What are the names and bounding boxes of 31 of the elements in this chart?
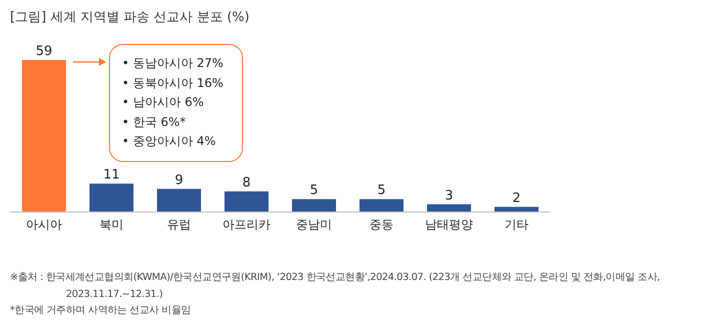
x-tick-label: 북미 [99,218,124,232]
data-label: 9 [174,172,184,188]
data-label: 5 [310,183,318,198]
x-tick-label: 아시아 [26,218,62,232]
bar [427,204,471,212]
annotation: • 중앙아시아 4% [122,133,217,150]
data-label: 3 [444,188,454,204]
bar [224,191,268,212]
x-tick-label: 중동 [369,218,394,232]
bar [360,199,404,212]
data-label: 59 [36,44,52,59]
data-label: 8 [242,175,251,190]
x-tick-label: 남태평양 [424,218,473,232]
annotation: • 동북아시아 16% [122,74,224,92]
annotation: • 남아시아 6% [122,94,205,111]
bar [292,199,336,212]
x-tick-label: 기타 [504,218,528,232]
bar [157,188,201,212]
annotation: • 동남아시아 27% [122,55,224,72]
chart-title: [그림] 세계 지역별 파송 선교사 분포 (%) [10,9,250,26]
data-label: 2 [512,190,521,206]
annotation: • 한국 6%* [122,114,187,130]
bar [22,60,66,212]
text: ※출처 : 한국세계선교협의회(KWMA)/한국선교연구원(KRIM), ‘2023 한국선교현황’,2024.03.07. (223개 선교단체와 교단, 온라인 및 전화,이메일 조사, 2023.11.17.~12.31.) [10,271,661,302]
data-label: 11 [103,168,120,183]
x-tick-label: 유럽 [166,218,191,232]
data-label: 5 [377,183,386,198]
x-tick-label: 중남미 [296,218,332,232]
text: *한국에 거주하며 사역하는 선교사 비율임 [10,304,192,318]
bar [90,184,134,212]
x-tick-label: 아프리카 [222,218,270,232]
